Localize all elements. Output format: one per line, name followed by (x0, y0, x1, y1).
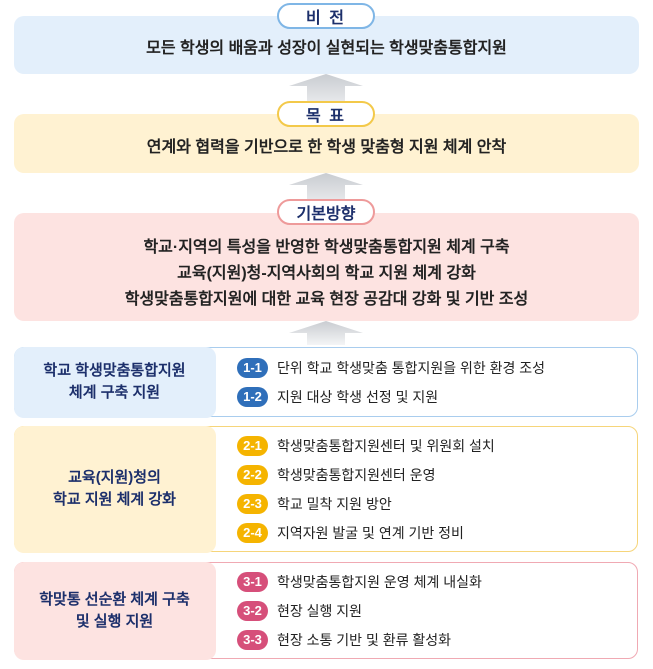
vision-label: 비 전 (277, 3, 375, 29)
direction-box: 학교·지역의 특성을 반영한 학생맞춤통합지원 체계 구축 교육(지원)청-지역… (14, 213, 639, 321)
item-text: 학생맞춤통합지원센터 운영 (277, 466, 436, 483)
vision-text: 모든 학생의 배움과 성장이 실현되는 학생맞춤통합지원 (146, 40, 507, 57)
strategy-title-line: 학교 학생맞춤통합지원 (43, 362, 186, 379)
item-number-badge: 3-3 (237, 629, 268, 650)
strategy-title: 교육(지원)청의 학교 지원 체계 강화 (13, 425, 216, 553)
item-number-badge: 3-1 (237, 571, 268, 592)
strategy-title-line: 교육(지원)청의 (68, 469, 161, 486)
item-text: 학생맞춤통합지원센터 및 위원회 설치 (277, 437, 495, 454)
strategy-item: 3-3 현장 소통 기반 및 환류 활성화 (237, 629, 482, 650)
strategy-item: 2-4 지역자원 발굴 및 연계 기반 정비 (237, 522, 495, 543)
strategy-item: 2-1 학생맞춤통합지원센터 및 위원회 설치 (237, 435, 495, 456)
item-number-badge: 3-2 (237, 600, 268, 621)
item-text: 지원 대상 학생 선정 및 지원 (277, 388, 439, 405)
item-text: 지역자원 발굴 및 연계 기반 정비 (277, 524, 464, 541)
item-number-badge: 1-1 (237, 357, 268, 378)
strategy-item: 1-1 단위 학교 학생맞춤 통합지원을 위한 환경 조성 (237, 357, 546, 378)
strategy-row-2: 교육(지원)청의 학교 지원 체계 강화 2-1 학생맞춤통합지원센터 및 위원회… (13, 425, 638, 553)
strategy-item: 3-2 현장 실행 지원 (237, 600, 482, 621)
up-arrow-icon (289, 321, 363, 345)
item-number-badge: 2-1 (237, 435, 268, 456)
goal-box: 연계와 협력을 기반으로 한 학생 맞춤형 지원 체계 안착 (14, 114, 639, 173)
item-text: 현장 실행 지원 (277, 602, 363, 619)
strategy-item: 2-3 학교 밀착 지원 방안 (237, 493, 495, 514)
item-number-badge: 2-2 (237, 464, 268, 485)
item-text: 현장 소통 기반 및 환류 활성화 (277, 631, 452, 648)
strategy-title-line: 및 실행 지원 (75, 612, 154, 630)
strategy-row-3: 학맞통 선순환 체계 구축 및 실행 지원 3-1 학생맞춤통합지원 운영 체계 … (13, 561, 638, 660)
strategy-item: 3-1 학생맞춤통합지원 운영 체계 내실화 (237, 571, 482, 592)
item-text: 단위 학교 학생맞춤 통합지원을 위한 환경 조성 (277, 359, 546, 376)
item-text: 학교 밀착 지원 방안 (277, 495, 392, 512)
direction-label: 기본방향 (277, 199, 375, 225)
strategy-row-1: 학교 학생맞춤통합지원 체계 구축 지원 1-1 단위 학교 학생맞춤 통합지원을… (13, 346, 638, 418)
strategy-title: 학맞통 선순환 체계 구축 및 실행 지원 (13, 561, 216, 660)
direction-line: 교육(지원)청-지역사회의 학교 지원 체계 강화 (177, 265, 476, 282)
goal-text: 연계와 협력을 기반으로 한 학생 맞춤형 지원 체계 안착 (146, 138, 507, 156)
strategy-title: 학교 학생맞춤통합지원 체계 구축 지원 (13, 346, 216, 418)
item-number-badge: 2-4 (237, 522, 268, 543)
strategy-title-line: 체계 구축 지원 (68, 384, 161, 401)
strategy-title-line: 학교 지원 체계 강화 (53, 491, 176, 508)
strategy-title-line: 학맞통 선순환 체계 구축 (39, 590, 190, 608)
goal-label: 목 표 (277, 101, 375, 127)
direction-line: 학생맞춤통합지원에 대한 교육 현장 공감대 강화 및 기반 조성 (124, 291, 529, 308)
direction-line: 학교·지역의 특성을 반영한 학생맞춤통합지원 체계 구축 (143, 239, 510, 256)
item-text: 학생맞춤통합지원 운영 체계 내실화 (277, 573, 482, 590)
item-number-badge: 2-3 (237, 493, 268, 514)
strategy-item: 1-2 지원 대상 학생 선정 및 지원 (237, 386, 545, 407)
strategy-item: 2-2 학생맞춤통합지원센터 운영 (237, 464, 495, 485)
item-number-badge: 1-2 (237, 386, 268, 407)
